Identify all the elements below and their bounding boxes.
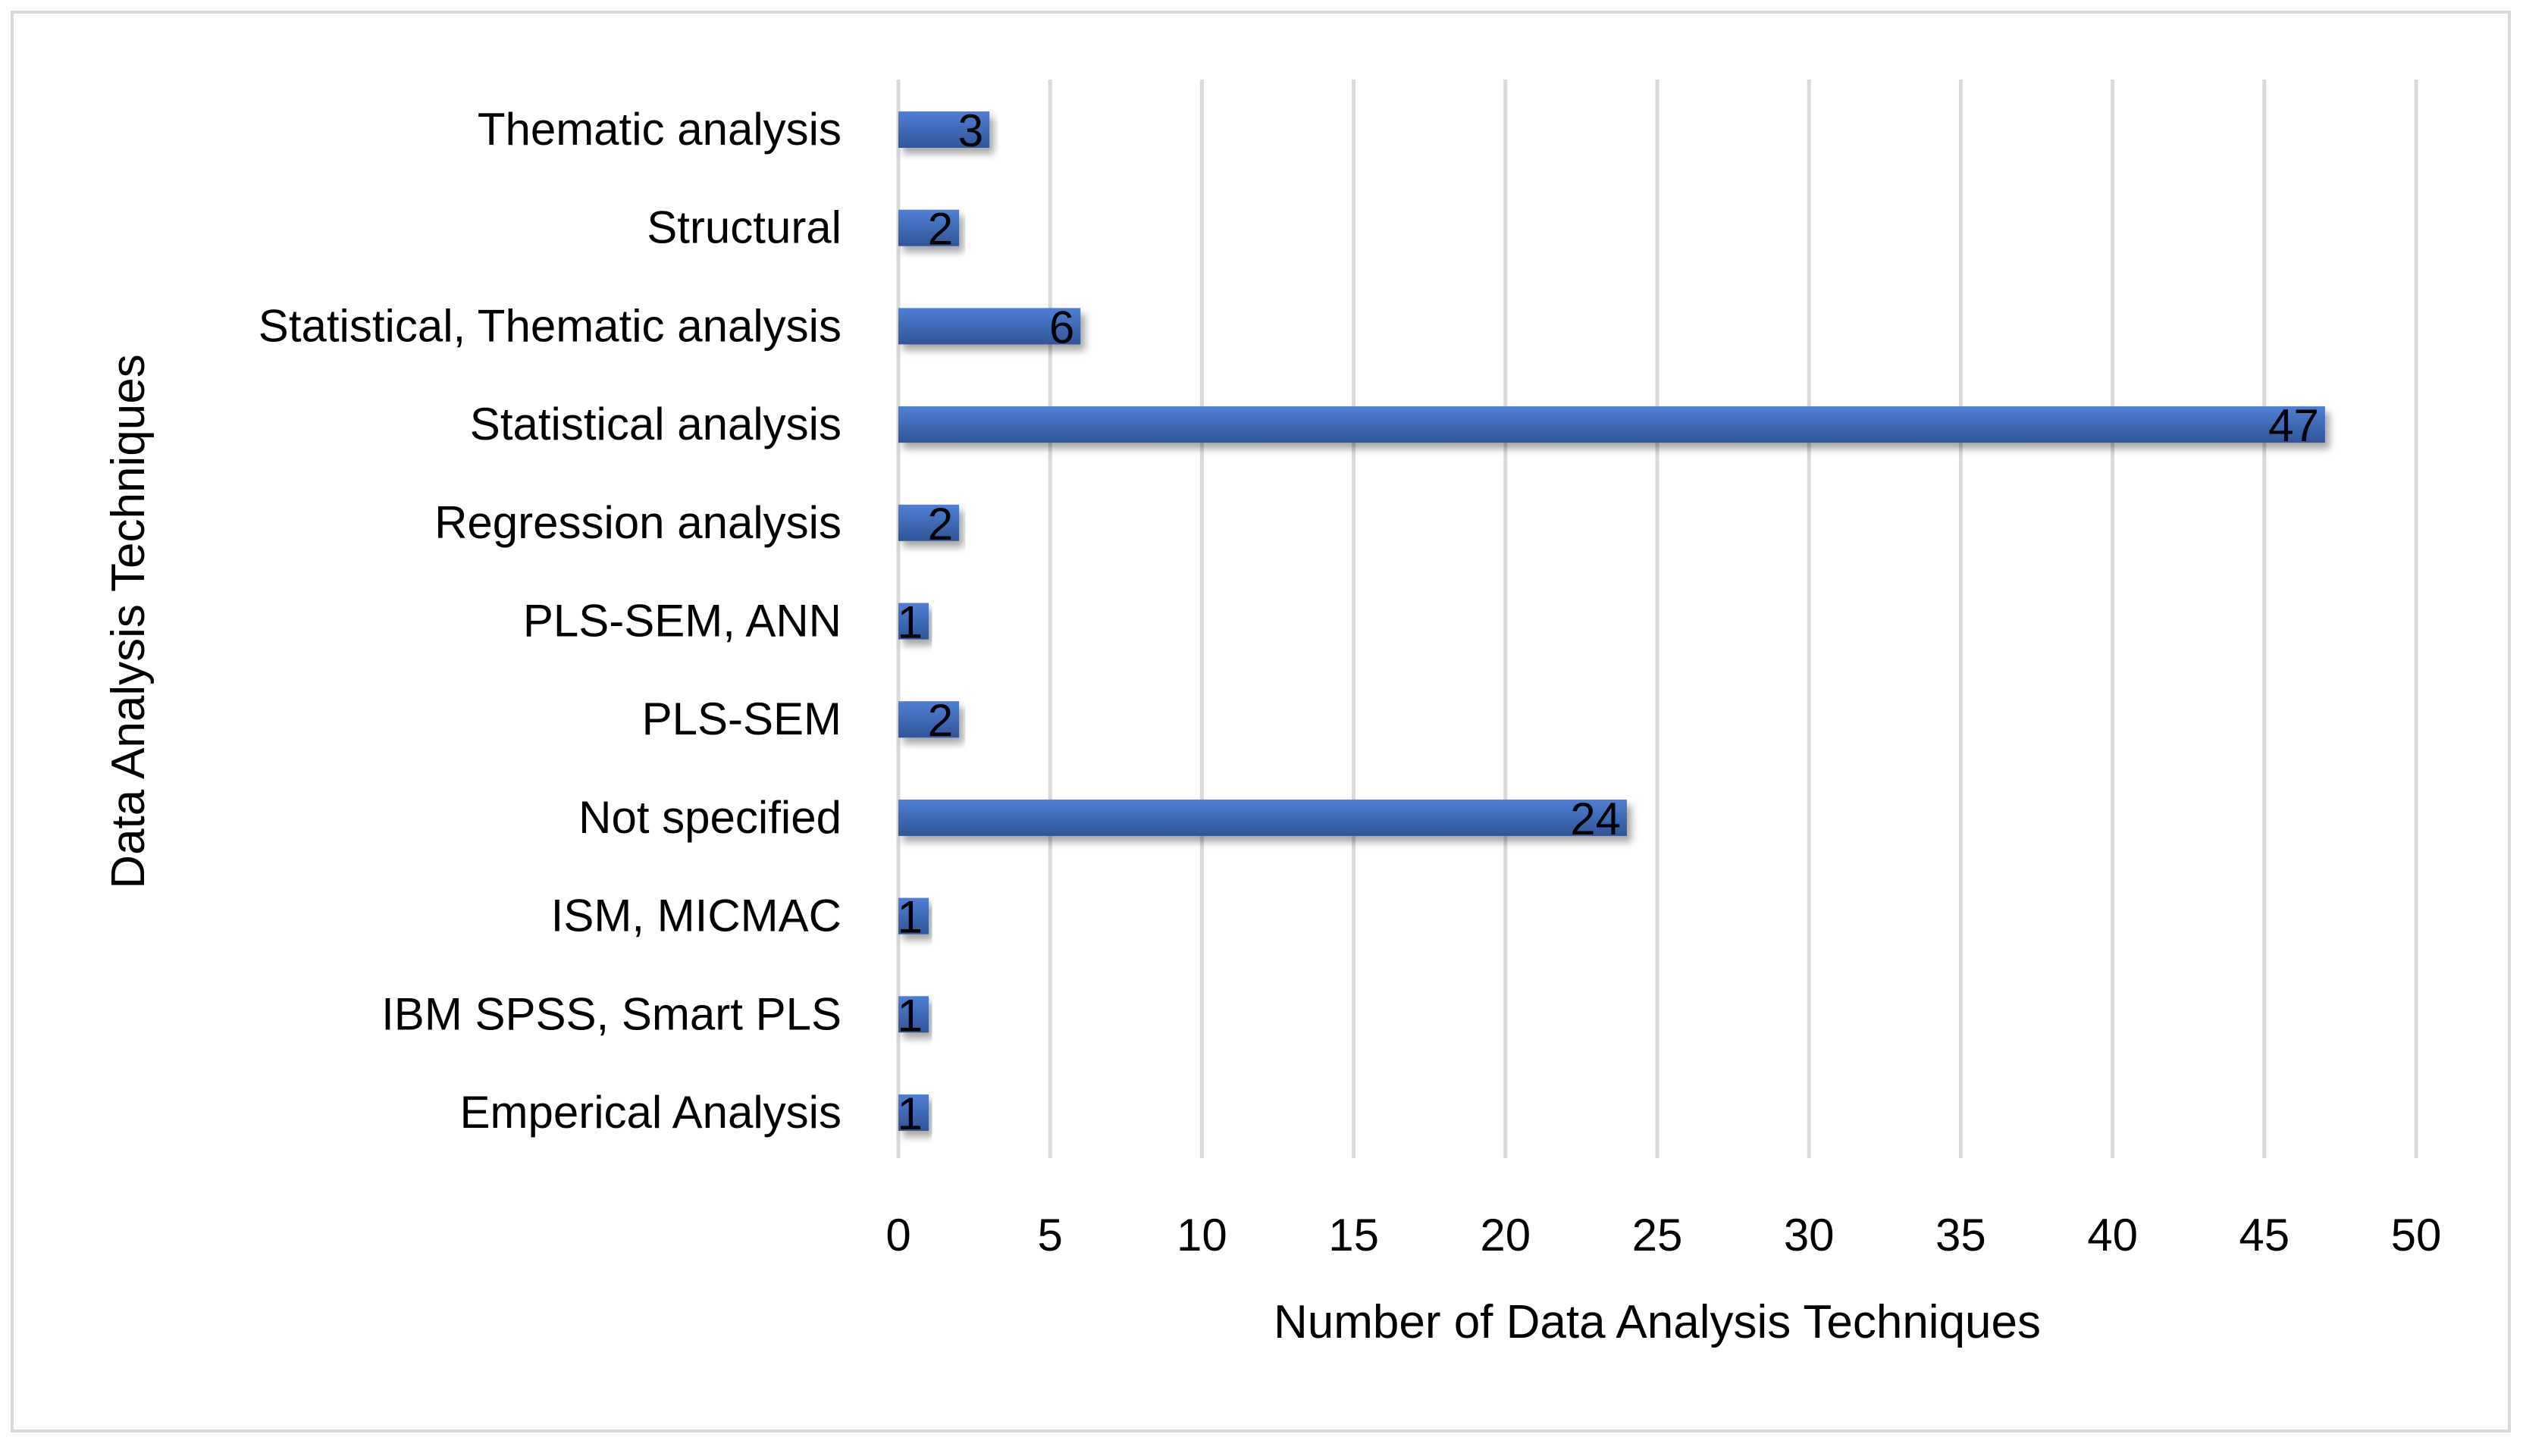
data-label: 1 <box>898 597 923 648</box>
bar <box>898 406 2325 443</box>
data-label: 1 <box>898 990 923 1041</box>
data-label: 2 <box>928 499 953 550</box>
category-label: Structural <box>647 202 842 253</box>
bar <box>898 701 960 738</box>
bar <box>898 603 929 640</box>
x-tick-label: 5 <box>1038 1210 1063 1260</box>
value-axis-tick-labels: 0 5 10 15 20 25 30 35 40 45 50 <box>885 1210 2441 1260</box>
bars <box>898 111 2325 1131</box>
x-tick-label: 10 <box>1177 1210 1227 1260</box>
x-tick-label: 45 <box>2239 1210 2290 1260</box>
gridlines <box>896 80 2418 1158</box>
category-label: Statistical analysis <box>470 399 842 449</box>
data-label: 1 <box>898 892 923 943</box>
x-tick-label: 0 <box>885 1210 910 1260</box>
category-label: IBM SPSS, Smart PLS <box>381 988 842 1039</box>
bar <box>898 1094 929 1131</box>
category-label: Regression analysis <box>434 497 842 548</box>
category-label: PLS-SEM <box>642 694 842 744</box>
data-label: 2 <box>928 204 953 255</box>
bar <box>898 308 1081 345</box>
category-label: Not specified <box>578 792 842 843</box>
data-label: 24 <box>1570 794 1621 844</box>
bar <box>898 111 990 148</box>
x-tick-label: 50 <box>2391 1210 2442 1260</box>
x-tick-label: 20 <box>1480 1210 1531 1260</box>
category-label: PLS-SEM, ANN <box>523 596 842 647</box>
data-label: 6 <box>1049 302 1074 352</box>
category-label: Emperical Analysis <box>459 1087 842 1138</box>
data-label: 3 <box>958 105 983 156</box>
data-label: 2 <box>928 695 953 746</box>
bar <box>898 897 929 935</box>
data-label: 47 <box>2268 400 2319 451</box>
bar <box>898 504 960 541</box>
bar <box>898 996 929 1033</box>
data-label: 1 <box>898 1088 923 1139</box>
category-label: Thematic analysis <box>478 104 842 155</box>
category-label: ISM, MICMAC <box>551 891 842 941</box>
x-tick-label: 30 <box>1784 1210 1835 1260</box>
bar <box>898 799 1627 836</box>
category-axis-labels: Emperical Analysis IBM SPSS, Smart PLS ISM… <box>259 104 842 1138</box>
x-tick-label: 15 <box>1328 1210 1379 1260</box>
y-axis-title: Data Analysis Techniques <box>102 354 155 888</box>
bar <box>898 209 960 246</box>
category-label: Statistical, Thematic analysis <box>259 300 842 351</box>
x-tick-label: 25 <box>1632 1210 1683 1260</box>
x-axis-title: Number of Data Analysis Techniques <box>1274 1296 2041 1348</box>
x-tick-label: 40 <box>2087 1210 2138 1260</box>
x-tick-label: 35 <box>1935 1210 1986 1260</box>
chart-frame <box>11 11 2511 1433</box>
